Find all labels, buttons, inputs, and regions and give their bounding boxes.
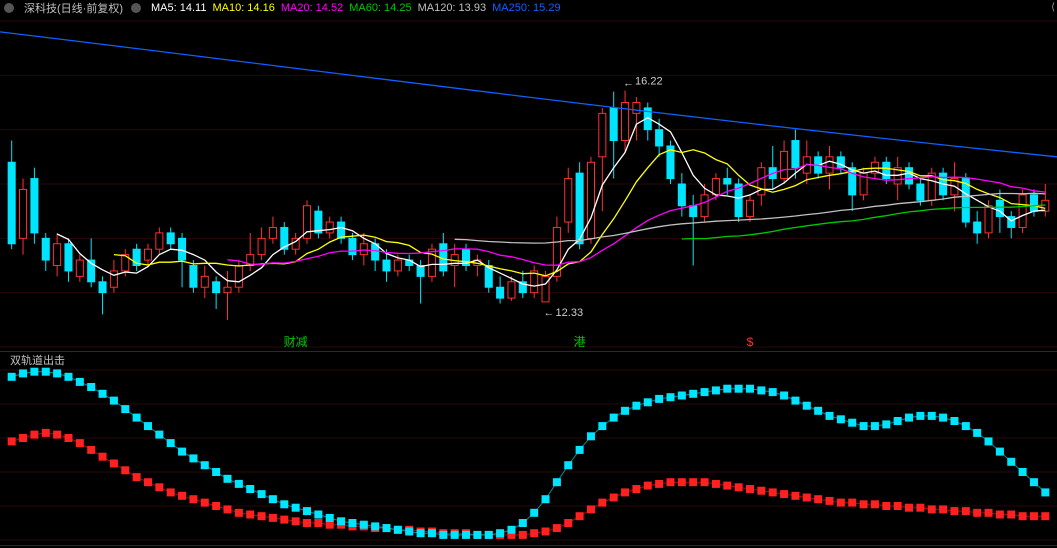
settings-dot-icon[interactable]	[4, 3, 14, 13]
ma-legend-ma5: MA5: 14.11	[151, 2, 206, 14]
ma-legend-ma10: MA10: 14.16	[212, 2, 274, 14]
svg-text:←: ←	[623, 78, 634, 90]
main-legend-bar: 深科技(日线·前复权) MA5: 14.11 MA10: 14.16 MA20: 1…	[0, 0, 1057, 16]
expand-caret-icon[interactable]: ⟨	[1051, 2, 1055, 13]
chart-container: 深科技(日线·前复权) MA5: 14.11 MA10: 14.16 MA20: 1…	[0, 0, 1057, 548]
ma-settings-dot-icon[interactable]	[131, 3, 141, 13]
svg-text:←: ←	[544, 307, 555, 319]
sub-indicator-panel[interactable]: 双轨道出击	[0, 352, 1057, 546]
svg-text:16.22: 16.22	[635, 76, 663, 88]
sub-indicator-title: 双轨道出击	[10, 352, 65, 368]
svg-text:港: 港	[574, 335, 586, 349]
ma-legend-ma60: MA60: 14.25	[349, 2, 411, 14]
svg-text:财减: 财减	[284, 335, 308, 349]
ma-legend-ma250: MA250: 15.29	[492, 2, 561, 14]
main-candlestick-panel[interactable]: 16.22←12.33←财减港$	[0, 16, 1057, 352]
stock-title: 深科技(日线·前复权)	[24, 0, 123, 16]
svg-text:$: $	[747, 335, 754, 349]
ma-legend-ma120: MA120: 13.93	[418, 2, 487, 14]
ma-legend-ma20: MA20: 14.52	[281, 2, 343, 14]
svg-text:12.33: 12.33	[556, 307, 584, 319]
sub-legend-bar: 双轨道出击	[0, 352, 1057, 368]
